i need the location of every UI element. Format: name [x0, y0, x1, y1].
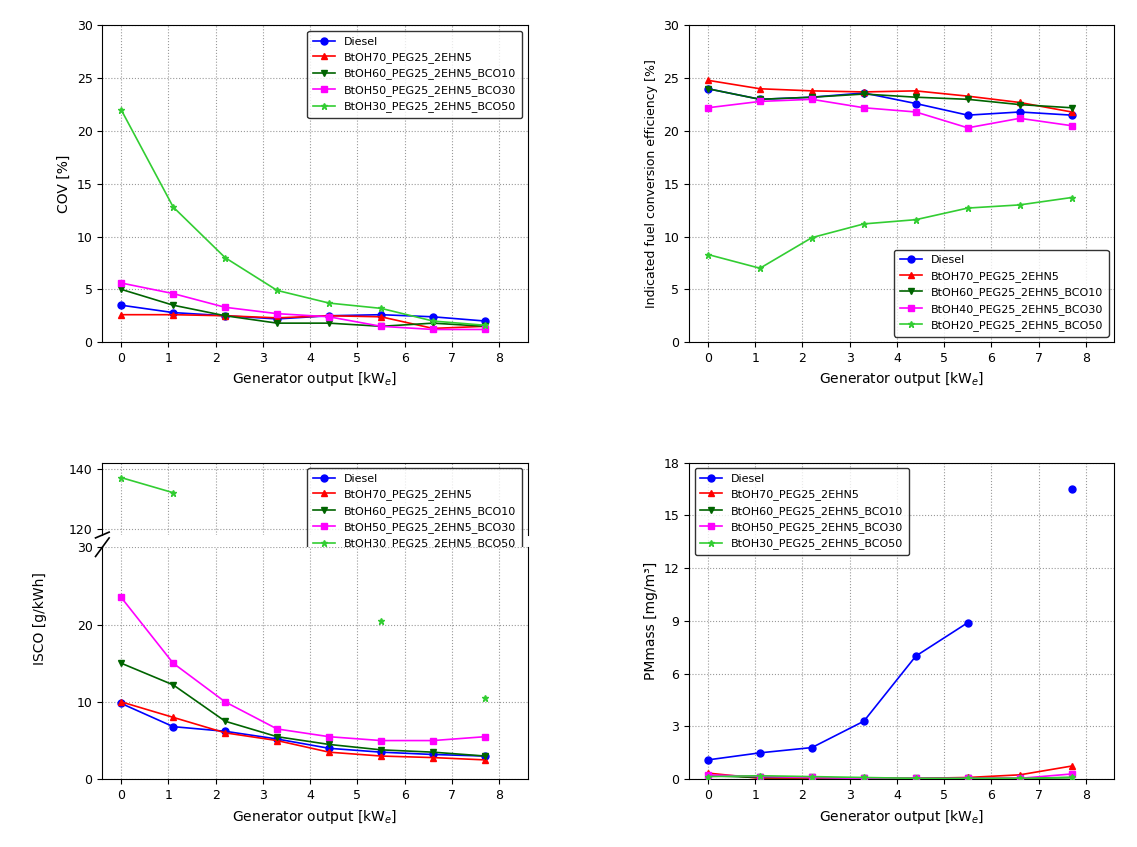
Y-axis label: COV [%]: COV [%] — [57, 155, 72, 213]
X-axis label: Generator output [kW$_e$]: Generator output [kW$_e$] — [819, 370, 985, 389]
Legend: Diesel, BtOH70_PEG25_2EHN5, BtOH60_PEG25_2EHN5_BCO10, BtOH50_PEG25_2EHN5_BCO30, : Diesel, BtOH70_PEG25_2EHN5, BtOH60_PEG25… — [307, 468, 522, 555]
X-axis label: Generator output [kW$_e$]: Generator output [kW$_e$] — [819, 807, 985, 826]
Legend: Diesel, BtOH70_PEG25_2EHN5, BtOH60_PEG25_2EHN5_BCO10, BtOH50_PEG25_2EHN5_BCO30, : Diesel, BtOH70_PEG25_2EHN5, BtOH60_PEG25… — [695, 468, 910, 555]
X-axis label: Generator output [kW$_e$]: Generator output [kW$_e$] — [232, 370, 398, 389]
Y-axis label: PMmass [mg/m³]: PMmass [mg/m³] — [644, 562, 658, 680]
Legend: Diesel, BtOH70_PEG25_2EHN5, BtOH60_PEG25_2EHN5_BCO10, BtOH40_PEG25_2EHN5_BCO30, : Diesel, BtOH70_PEG25_2EHN5, BtOH60_PEG25… — [894, 250, 1109, 336]
X-axis label: Generator output [kW$_e$]: Generator output [kW$_e$] — [232, 807, 398, 826]
Text: ISCO [g/kWh]: ISCO [g/kWh] — [33, 572, 47, 665]
Legend: Diesel, BtOH70_PEG25_2EHN5, BtOH60_PEG25_2EHN5_BCO10, BtOH50_PEG25_2EHN5_BCO30, : Diesel, BtOH70_PEG25_2EHN5, BtOH60_PEG25… — [307, 31, 522, 118]
Y-axis label: Indicated fuel conversion efficiency [%]: Indicated fuel conversion efficiency [%] — [645, 59, 658, 308]
